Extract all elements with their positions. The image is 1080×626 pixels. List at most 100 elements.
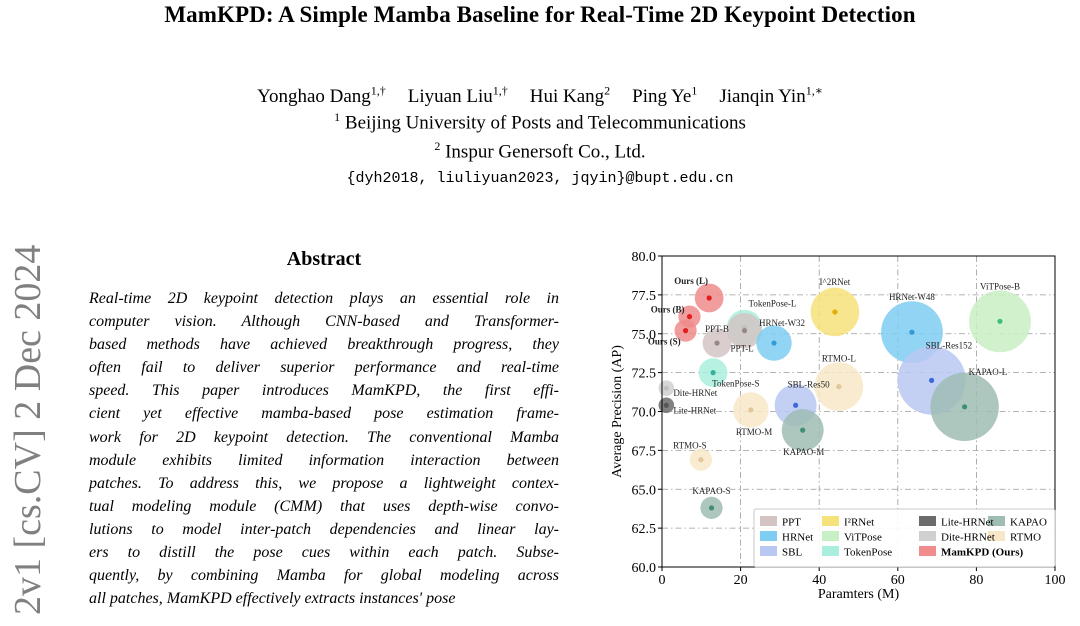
point-label: Ours (B) (651, 305, 685, 315)
point-i-2rnet (832, 309, 838, 315)
point-rtmo-s (698, 457, 704, 463)
affiliation-2-sup: 2 (434, 139, 441, 153)
x-tick-label: 20 (734, 573, 748, 588)
legend-label: MamKPD (Ours) (941, 547, 1024, 559)
author-2: Liyuan Liu1,† (407, 84, 508, 108)
author-name: Jianqin Yin (719, 86, 806, 108)
abstract-line: computer vision. Although CNN-based and … (89, 313, 559, 331)
author-affiliation-mark: 1 (691, 84, 698, 98)
paper-title: MamKPD: A Simple Mamba Baseline for Real… (164, 2, 916, 27)
point-rtmo-m (748, 407, 754, 413)
y-tick-label: 60.0 (632, 561, 657, 576)
legend-swatch (822, 516, 839, 526)
y-tick-label: 62.5 (632, 522, 657, 537)
legend-swatch (760, 516, 777, 526)
abstract-line: often fail to deliver superior performan… (89, 359, 559, 377)
abstract-heading: Abstract (286, 248, 362, 270)
legend-swatch (988, 516, 1005, 526)
y-tick-label: 70.0 (632, 406, 657, 421)
abstract-line: module exhibits limited information inte… (89, 451, 559, 469)
abstract-line: lutions to model inter-patch dependencie… (89, 520, 559, 538)
point-label: HRNet-W48 (889, 292, 935, 302)
point-ppt-b (714, 340, 720, 346)
affiliation-1-sup: 1 (334, 110, 341, 124)
legend-swatch (919, 531, 936, 541)
legend-label: PPT (782, 517, 801, 529)
point-label: RTMO-S (673, 441, 706, 451)
point-label: Ours (S) (648, 337, 681, 347)
x-tick-label: 100 (1045, 573, 1066, 588)
author-emails: {dyh2018, liuliyuan2023, jqyin}@bupt.edu… (346, 170, 734, 187)
y-tick-label: 75.0 (632, 328, 657, 343)
legend-swatch (760, 546, 777, 556)
point-label: KAPAO-L (969, 367, 1008, 377)
author-5: Jianqin Yin1,∗ (719, 84, 823, 108)
abstract-line: all patches, MamKPD effectively extracts… (89, 590, 456, 608)
point-dite-hrnet (663, 385, 669, 391)
x-tick-label: 40 (812, 573, 826, 588)
point-ours-l- (706, 295, 712, 301)
abstract-line: cient yet effective mamba-based pose est… (89, 405, 559, 423)
author-name: Liyuan Liu (407, 86, 493, 108)
point-label: SBL-Res50 (788, 379, 831, 389)
legend-swatch (919, 516, 936, 526)
ap-vs-params-chart: Ours (L) Ours (B) Ours (S) PPT-B TokenPose-L… (600, 245, 1080, 621)
abstract-line: patches. To address this, we propose a l… (89, 474, 559, 492)
point-label: Ours (L) (674, 276, 708, 286)
legend-swatch (919, 546, 936, 556)
abstract-line: tual modeling module (CMM) that uses dep… (89, 497, 559, 515)
point-vitpose-b (997, 318, 1003, 324)
point-label: KAPAO-S (692, 486, 730, 496)
point-rtmo-l (836, 384, 842, 390)
x-tick-label: 0 (659, 573, 666, 588)
point-kapao-m (800, 427, 806, 433)
y-tick-label: 65.0 (632, 483, 657, 498)
point-label: KAPAO-M (783, 447, 824, 457)
point-label: Dite-HRNet (673, 388, 717, 398)
abstract-body: Real-time 2D keypoint detection plays an… (89, 287, 559, 610)
y-tick-label: 77.5 (632, 289, 657, 304)
scatter-plot: Ours (L) Ours (B) Ours (S) PPT-B TokenPose-L… (610, 250, 1066, 602)
author-name: Yonghao Dang (257, 86, 371, 108)
point-kapao-s (708, 505, 715, 511)
legend-label: HRNet (782, 532, 813, 544)
point-label: TokenPose-S (712, 379, 759, 389)
point-label: TokenPose-L (749, 299, 797, 309)
author-name: Ping Ye (632, 86, 692, 108)
abstract-line: quently, by combining Mamba for global m… (89, 567, 559, 585)
affiliation-2: 2 Inspur Genersoft Co., Ltd. (0, 139, 1080, 163)
point-label: PPT-L (731, 344, 754, 354)
author-1: Yonghao Dang1,† (257, 84, 386, 108)
point-tokenpose-s (710, 370, 716, 376)
legend-swatch (822, 546, 839, 556)
point-label: HRNet-W32 (759, 318, 805, 328)
legend-label: KAPAO (1010, 517, 1047, 529)
author-affiliation-mark: 1,† (370, 84, 386, 98)
author-affiliation-mark: 2 (604, 84, 611, 98)
point-ours-b- (686, 314, 693, 320)
point-label: I^2RNet (820, 277, 851, 287)
point-ours-s- (682, 328, 689, 334)
y-axis-label: Average Precision (AP) (610, 345, 625, 478)
arxiv-stamp-text: 2v1 [cs.CV] 2 Dec 2024 (7, 244, 46, 615)
abstract-line: Real-time 2D keypoint detection plays an… (89, 290, 559, 307)
point-lite-hrnet (663, 402, 669, 408)
abstract-line: work for 2D keypoint detection. The conv… (89, 428, 559, 446)
point-label: ViTPose-B (980, 281, 1020, 291)
abstract-line: based methods have achieved breakthrough… (89, 336, 559, 354)
point-label: Lite-HRNet (673, 405, 716, 415)
legend-swatch (988, 531, 1005, 541)
point-ppt-l (741, 328, 748, 334)
y-tick-label: 67.5 (632, 444, 657, 459)
point-sbl-res50 (793, 402, 799, 408)
legend-label: RTMO (1010, 532, 1041, 544)
affiliation-1: 1 Beijing University of Posts and Teleco… (0, 110, 1080, 134)
point-kapao-l (962, 404, 968, 410)
point-label: RTMO-M (736, 427, 772, 437)
author-name: Hui Kang (529, 86, 605, 108)
x-tick-label: 60 (891, 573, 905, 588)
point-label: PPT-B (705, 324, 729, 334)
data-points (658, 283, 1031, 520)
affiliation-2-name: Inspur Genersoft Co., Ltd. (445, 141, 646, 163)
author-3: Hui Kang2 (529, 84, 611, 108)
